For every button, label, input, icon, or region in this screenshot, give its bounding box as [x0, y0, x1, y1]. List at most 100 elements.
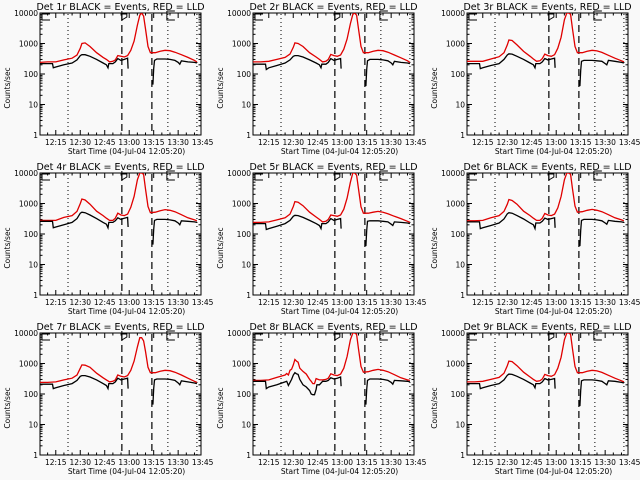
y-tick-label: 10000	[441, 169, 465, 178]
flare-end-mark	[593, 170, 602, 181]
start-bracket-mark	[254, 173, 263, 181]
y-tick-label: 100	[237, 230, 252, 239]
series-lld-line	[40, 173, 198, 222]
x-tick-label: 12:45	[307, 138, 329, 147]
y-tick-label: 1000	[232, 40, 251, 49]
x-tick-label: 13:30	[380, 138, 402, 147]
panel-det-8: Det 8r BLACK = Events, RED = LLD 1 10 100 10…	[216, 322, 427, 476]
x-tick-label: 12:30	[496, 298, 518, 307]
x-axis-label: Start Time (04-Jul-04 12:05:20)	[68, 307, 185, 316]
x-tick-label: 12:45	[94, 138, 116, 147]
x-tick-label: 12:45	[94, 458, 116, 467]
y-tick-label: 10000	[14, 169, 38, 178]
x-axis-label: Start Time (04-Jul-04 12:05:20)	[495, 307, 612, 316]
x-tick-label: 13:30	[594, 458, 616, 467]
y-tick-label: 100	[451, 390, 466, 399]
y-tick-label: 1000	[232, 200, 251, 209]
panel-det-2: Det 2r BLACK = Events, RED = LLD 1 10 100 10…	[216, 2, 427, 156]
start-bracket-mark	[41, 13, 50, 21]
x-tick-label: 12:30	[69, 458, 91, 467]
flare-start-mark	[548, 11, 555, 21]
x-tick-label: 13:15	[570, 458, 592, 467]
plot-frame	[39, 12, 202, 136]
series-lld-line	[40, 13, 198, 64]
x-tick-label: 13:15	[356, 138, 378, 147]
flare-start-mark	[334, 11, 341, 21]
panel-det-9: Det 9r BLACK = Events, RED = LLD 1 10 100 10…	[430, 322, 640, 476]
series-lld-line	[253, 13, 411, 63]
series-events-line	[253, 54, 411, 87]
plot-frame	[252, 332, 415, 456]
x-tick-label: 13:00	[331, 298, 353, 307]
y-tick-label: 1000	[19, 360, 38, 369]
x-tick-label: 12:15	[45, 458, 67, 467]
x-axis-label: Start Time (04-Jul-04 12:05:20)	[281, 147, 398, 156]
flare-start-mark	[548, 171, 555, 181]
x-tick-label: 13:00	[545, 138, 567, 147]
panel-det-3: Det 3r BLACK = Events, RED = LLD 1 10 100 10…	[430, 2, 640, 156]
y-tick-label: 100	[24, 230, 39, 239]
panel-title: Det 4r BLACK = Events, RED = LLD	[36, 162, 204, 173]
y-tick-label: 10	[28, 101, 38, 110]
x-tick-label: 12:30	[282, 298, 304, 307]
x-tick-label: 13:30	[594, 298, 616, 307]
y-tick-label: 100	[237, 390, 252, 399]
y-tick-label: 100	[451, 70, 466, 79]
y-axis-label: Counts/sec	[430, 387, 439, 428]
start-bracket-mark	[468, 173, 477, 181]
x-tick-label: 13:15	[356, 458, 378, 467]
series-lld-line	[467, 173, 625, 222]
x-tick-label: 13:45	[192, 298, 214, 307]
x-tick-label: 12:30	[282, 138, 304, 147]
panel-det-7: Det 7r BLACK = Events, RED = LLD 1 10 100 10…	[3, 322, 214, 476]
x-tick-label: 13:00	[331, 138, 353, 147]
x-tick-label: 12:15	[45, 138, 67, 147]
flare-end-mark	[379, 10, 388, 21]
panel-title: Det 1r BLACK = Events, RED = LLD	[36, 2, 204, 13]
series-events-line	[40, 54, 198, 85]
series-events-line	[467, 212, 625, 247]
x-tick-label: 13:45	[619, 298, 640, 307]
start-bracket-mark	[41, 173, 50, 181]
panel-title: Det 9r BLACK = Events, RED = LLD	[463, 322, 631, 333]
y-tick-label: 10	[28, 421, 38, 430]
x-tick-label: 13:45	[619, 138, 640, 147]
y-tick-label: 100	[24, 390, 39, 399]
x-tick-label: 12:45	[521, 298, 543, 307]
y-tick-label: 1	[33, 291, 38, 300]
y-tick-label: 1	[33, 131, 38, 140]
panel-title: Det 5r BLACK = Events, RED = LLD	[249, 162, 417, 173]
x-tick-label: 12:45	[307, 458, 329, 467]
x-axis-label: Start Time (04-Jul-04 12:05:20)	[281, 467, 398, 476]
y-axis-label: Counts/sec	[216, 67, 225, 108]
x-tick-label: 13:30	[380, 458, 402, 467]
y-tick-label: 10	[241, 421, 251, 430]
x-tick-label: 12:30	[496, 138, 518, 147]
y-tick-label: 10000	[227, 9, 251, 18]
x-tick-label: 12:45	[94, 298, 116, 307]
x-tick-label: 13:45	[192, 458, 214, 467]
x-tick-label: 12:30	[282, 458, 304, 467]
start-bracket-mark	[254, 13, 263, 21]
series-lld-line	[467, 333, 625, 383]
flare-start-mark	[121, 331, 128, 341]
y-tick-label: 1	[246, 131, 251, 140]
x-tick-label: 13:45	[405, 458, 427, 467]
x-tick-label: 13:00	[331, 458, 353, 467]
y-tick-label: 10	[455, 261, 465, 270]
series-events-line	[40, 211, 198, 245]
panel-det-5: Det 5r BLACK = Events, RED = LLD 1 10 100 10…	[216, 162, 427, 316]
x-tick-label: 13:00	[118, 138, 140, 147]
x-tick-label: 12:15	[258, 298, 280, 307]
y-tick-label: 10000	[441, 329, 465, 338]
x-tick-label: 13:15	[143, 138, 165, 147]
flare-end-mark	[593, 10, 602, 21]
x-tick-label: 12:15	[472, 138, 494, 147]
x-tick-label: 13:30	[594, 138, 616, 147]
y-tick-label: 1	[33, 451, 38, 460]
x-axis-label: Start Time (04-Jul-04 12:05:20)	[281, 307, 398, 316]
x-tick-label: 12:15	[258, 138, 280, 147]
x-axis-label: Start Time (04-Jul-04 12:05:20)	[495, 467, 612, 476]
panel-title: Det 2r BLACK = Events, RED = LLD	[249, 2, 417, 13]
